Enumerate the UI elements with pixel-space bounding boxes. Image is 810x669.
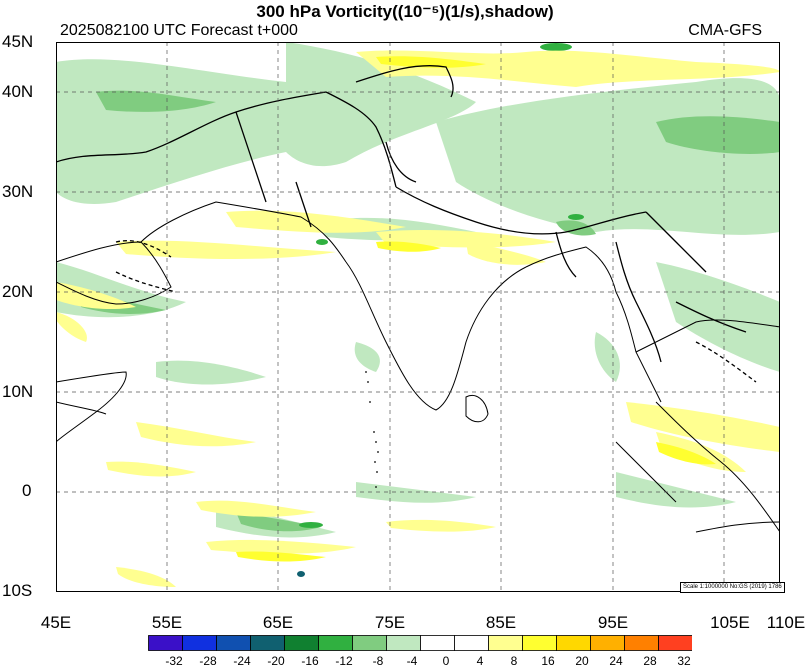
colorbar-cell	[522, 635, 557, 651]
colorbar-cell	[420, 635, 455, 651]
colorbar-cell	[352, 635, 387, 651]
island-dots	[365, 371, 379, 488]
strong-positive-vorticity-shading	[236, 56, 716, 562]
colorbar-tick-label: -32	[165, 654, 183, 668]
lon-label-105e: 105E	[710, 613, 750, 632]
lat-label-30n: 30N	[2, 182, 34, 201]
colorbar-tick-label: -4	[406, 654, 418, 668]
colorbar-tick-label: -12	[335, 654, 353, 668]
colorbar-cell	[148, 635, 183, 651]
colorbar-cell	[590, 635, 625, 651]
colorbar-tick-label: 16	[541, 654, 555, 668]
colorbar-tick-label: 32	[677, 654, 691, 668]
lat-label-0: 0	[22, 481, 32, 500]
positive-vorticity-shading	[56, 50, 780, 587]
colorbar-cell	[658, 635, 692, 651]
scale-note: Scale 1:1000000 No:GS (2019) 1786	[680, 582, 785, 593]
gridlines	[56, 42, 780, 592]
colorbar-cell	[182, 635, 217, 651]
colorbar-tick-label: 24	[609, 654, 623, 668]
lat-label-10n: 10N	[2, 382, 34, 401]
lat-label-20n: 20N	[2, 282, 34, 301]
colorbar-tick-label: -16	[301, 654, 319, 668]
colorbar-cell	[284, 635, 319, 651]
colorbar-tick-label: -28	[199, 654, 217, 668]
colorbar-cell	[386, 635, 421, 651]
map-title: 300 hPa Vorticity((10⁻⁵)(1/s),shadow)	[256, 2, 554, 21]
colorbar	[148, 635, 692, 651]
lon-label-85e: 85E	[485, 613, 517, 632]
colorbar-tick-label: 8	[510, 654, 518, 668]
colorbar-cell	[488, 635, 523, 651]
lat-label-45n: 45N	[2, 32, 34, 51]
colorbar-tick-label: -8	[372, 654, 384, 668]
lon-label-45e: 45E	[40, 613, 72, 632]
colorbar-tick-label: -24	[233, 654, 251, 668]
country-borders	[56, 65, 757, 383]
lon-label-65e: 65E	[262, 613, 294, 632]
lon-label-75e: 75E	[374, 613, 406, 632]
deep-negative-vorticity-shading	[299, 43, 584, 528]
forecast-time: 2025082100 UTC Forecast t+000	[60, 22, 298, 39]
colorbar-tick-label: 4	[476, 654, 484, 668]
lon-label-95e: 95E	[597, 613, 629, 632]
lat-label-10s: 10S	[2, 581, 33, 600]
model-source: CMA-GFS	[688, 22, 762, 39]
colorbar-tick-label: 20	[575, 654, 589, 668]
colorbar-cell	[556, 635, 591, 651]
colorbar-cell	[318, 635, 353, 651]
colorbar-cell	[216, 635, 251, 651]
colorbar-cell	[454, 635, 489, 651]
colorbar-tick-label: 28	[643, 654, 657, 668]
vorticity-map	[56, 42, 780, 592]
map-frame	[56, 42, 780, 592]
lon-label-55e: 55E	[151, 613, 183, 632]
colorbar-tick-label: 0	[442, 654, 450, 668]
lon-label-110e: 110E	[766, 613, 806, 632]
colorbar-cell	[250, 635, 285, 651]
colorbar-tick-label: -20	[267, 654, 285, 668]
lat-label-40n: 40N	[2, 82, 34, 101]
colorbar-cell	[624, 635, 659, 651]
